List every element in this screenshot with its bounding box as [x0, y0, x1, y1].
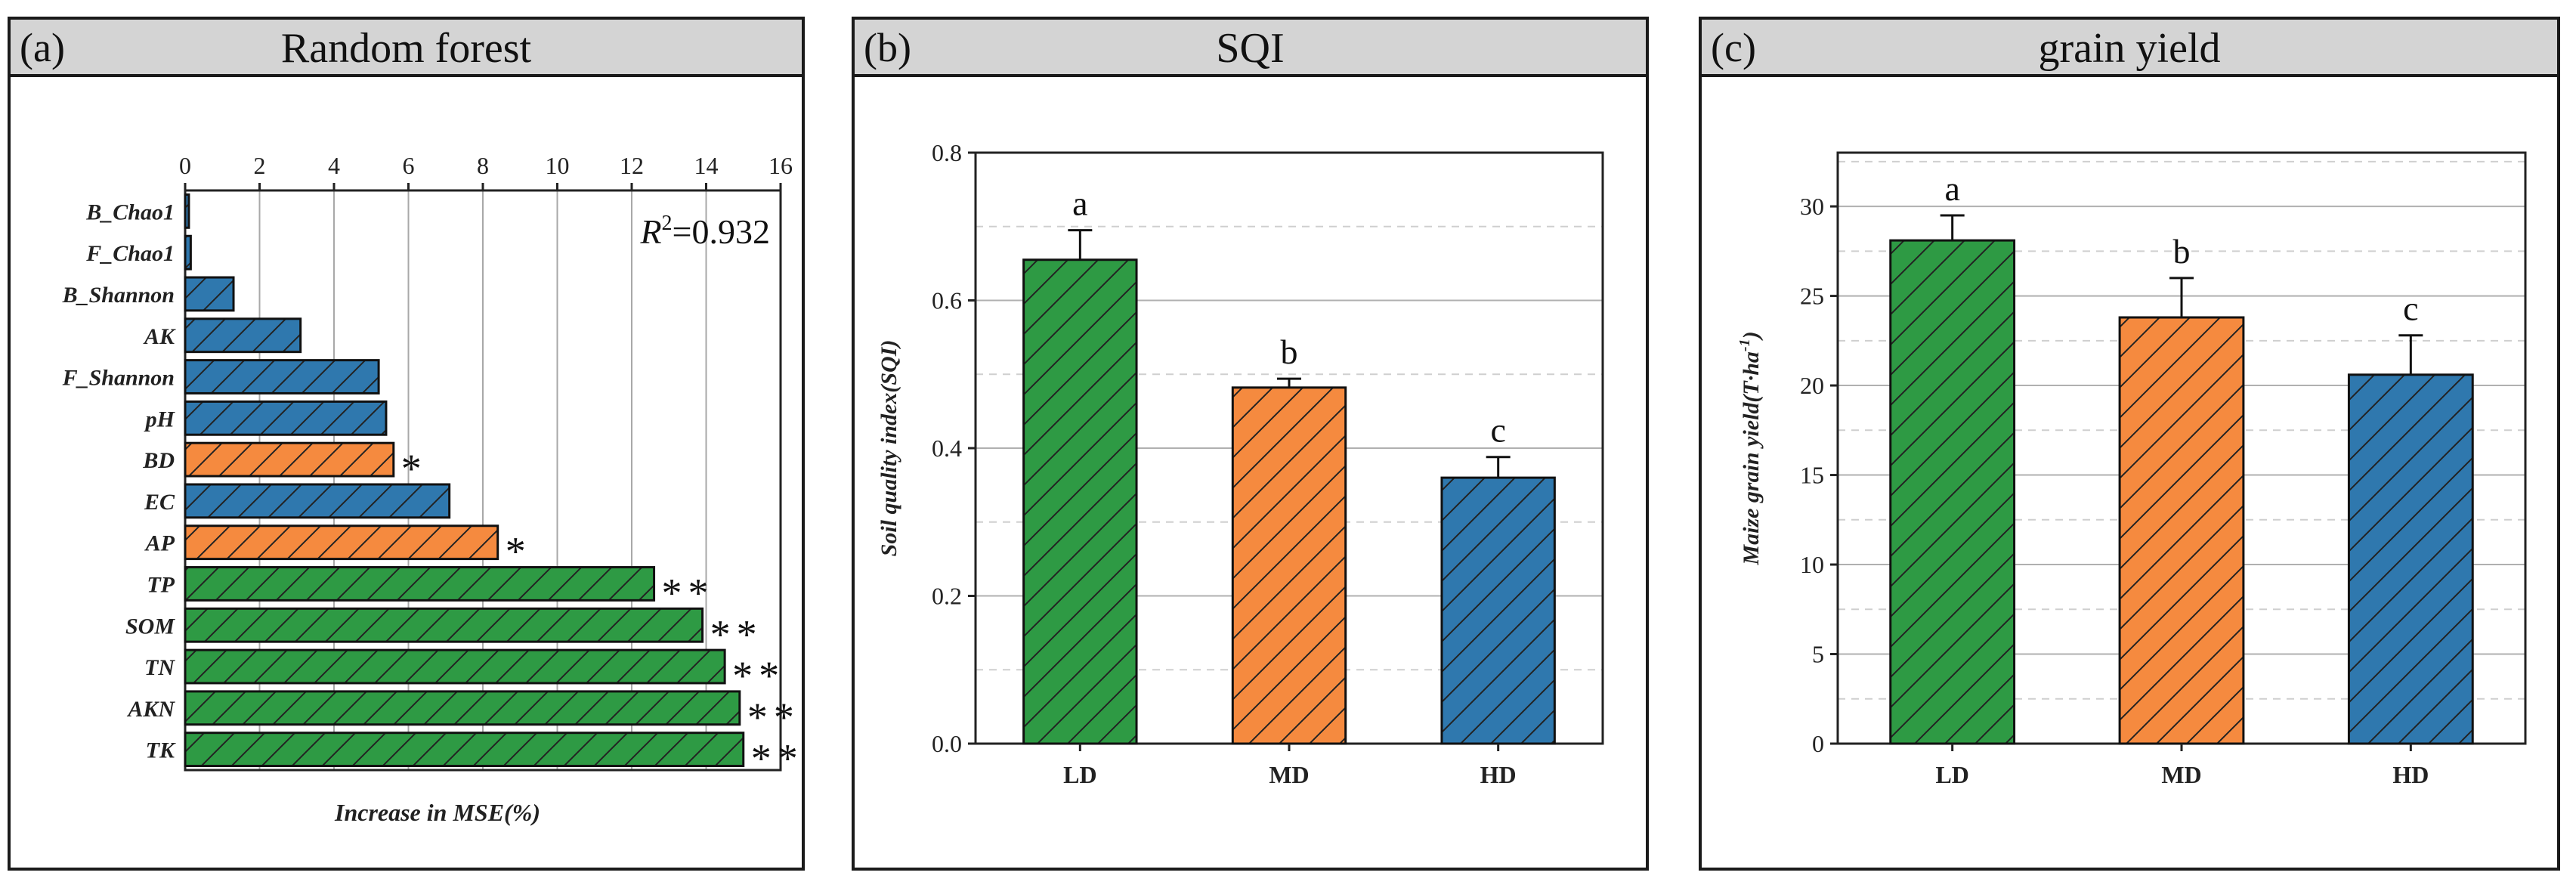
panel-letter: (c) [1711, 25, 1756, 70]
bar [2118, 316, 2245, 745]
y-tick-label: 30 [1800, 193, 1824, 220]
bar [184, 193, 190, 229]
y-category-label: TP [147, 572, 175, 597]
x-category-label: LD [1063, 761, 1096, 788]
significance-letter: a [1072, 184, 1087, 223]
y-axis-label-text: Soil quality index(SQI) [877, 340, 901, 557]
r2-symbol: R [639, 212, 661, 251]
bar [1231, 386, 1347, 745]
y-category-label: BD [142, 448, 175, 473]
y-category-label: AP [144, 531, 175, 556]
significance-letter: b [2173, 232, 2191, 271]
panel-title: Random forest [280, 25, 532, 72]
y-tick-label: 20 [1800, 372, 1824, 399]
significance-letter: a [1944, 169, 1959, 208]
x-tick-label: 0 [179, 152, 191, 179]
y-axis-label-text: Maize grain yield(T·ha [1739, 351, 1764, 566]
y-tick-label: 0.8 [932, 139, 962, 166]
panel-title: SQI [1216, 25, 1285, 72]
y-tick-label: 5 [1812, 641, 1824, 668]
y-category-label: B_Chao1 [85, 200, 175, 224]
panel-letter: (a) [20, 25, 65, 70]
bar [184, 690, 741, 726]
significance-letter: c [2403, 289, 2418, 328]
sqi-chart: 0.0 0.2 0.4 0.6 0.8 a LD b MD c HD Soil quality ind… [877, 139, 1604, 788]
significance-mark: ** [751, 736, 802, 781]
y-tick-label: 0.2 [932, 583, 962, 610]
bar [184, 566, 656, 602]
y-axis-label: Soil quality index(SQI) [877, 340, 901, 557]
bar [184, 524, 499, 561]
grain-yield-chart: 0 5 10 15 20 25 30 a LD b MD c HD Maize grain yield(T… [1736, 151, 2527, 788]
x-category-label: LD [1935, 761, 1968, 788]
x-tick-label: 12 [620, 152, 644, 179]
x-category-label: MD [1269, 761, 1309, 788]
bar [1022, 258, 1138, 745]
x-category-label: HD [1480, 761, 1517, 788]
y-tick-label: 0 [1812, 730, 1824, 757]
y-axis-label-end: ) [1739, 331, 1764, 341]
bar [184, 441, 395, 478]
x-category-label: MD [2161, 761, 2201, 788]
r2-annotation: R2=0.932 [639, 212, 770, 251]
x-tick-label: 14 [694, 152, 719, 179]
bar [1440, 476, 1556, 745]
panel-random-forest: (a) Random forest 0 2 4 6 8 10 12 14 16 B_Chao1 F_… [8, 17, 805, 871]
r2-value: =0.932 [673, 212, 770, 251]
random-forest-chart: 0 2 4 6 8 10 12 14 16 B_Chao1 F_Chao1 B_Shannon AK F_… [62, 152, 802, 826]
x-category-label: HD [2392, 761, 2429, 788]
significance-mark: ** [747, 695, 800, 740]
r2-superscript: 2 [662, 212, 673, 235]
y-category-label: F_Shannon [62, 366, 175, 391]
panel-letter: (b) [864, 25, 911, 70]
y-tick-label: 0.6 [932, 287, 962, 314]
y-axis-label-superscript: -1 [1736, 339, 1753, 351]
bar [184, 359, 380, 394]
bar [184, 234, 192, 271]
panel-header: (a) Random forest [11, 20, 802, 77]
y-axis-label: Maize grain yield(T·ha-1) [1736, 331, 1764, 565]
bar [184, 607, 704, 643]
y-category-label: EC [144, 490, 175, 515]
panel-title: grain yield [2038, 25, 2221, 72]
significance-letter: b [1281, 333, 1298, 371]
y-category-label: B_Shannon [62, 283, 175, 308]
y-tick-label: 10 [1800, 551, 1824, 578]
bar [184, 732, 745, 768]
x-tick-label: 4 [328, 152, 340, 179]
bar [1889, 239, 2016, 745]
x-tick-label: 16 [768, 152, 793, 179]
y-tick-label: 15 [1800, 462, 1824, 489]
y-category-label: TK [146, 738, 176, 763]
bar [184, 317, 302, 354]
x-tick-label: 6 [403, 152, 415, 179]
bar [184, 276, 235, 312]
y-tick-label: 25 [1800, 283, 1824, 310]
bar [184, 648, 726, 685]
y-tick-label: 0.4 [932, 435, 962, 462]
bar [184, 400, 388, 436]
bar [184, 483, 451, 519]
y-category-label: TN [144, 655, 175, 680]
bar [2347, 373, 2474, 745]
panel-sqi: (b) SQI 0.0 0.2 0.4 0.6 0.8 a LD b MD c HD Soil qua… [852, 17, 1649, 871]
panel-grain-yield: (c) grain yield 0 5 10 15 20 25 30 a LD b MD c HD Mai… [1699, 17, 2560, 871]
significance-letter: c [1490, 411, 1505, 450]
x-tick-label: 8 [477, 152, 489, 179]
x-tick-label: 2 [254, 152, 266, 179]
y-category-label: F_Chao1 [85, 241, 175, 266]
y-category-label: pH [144, 407, 176, 432]
y-category-label: SOM [125, 614, 175, 639]
y-category-label: AKN [126, 697, 175, 722]
y-tick-label: 0.0 [932, 730, 962, 757]
panel-header: (b) SQI [855, 20, 1646, 77]
y-category-label: AK [143, 324, 176, 349]
x-axis-label: Increase in MSE(%) [334, 799, 540, 826]
panel-header: (c) grain yield [1702, 20, 2557, 77]
x-tick-label: 10 [546, 152, 570, 179]
